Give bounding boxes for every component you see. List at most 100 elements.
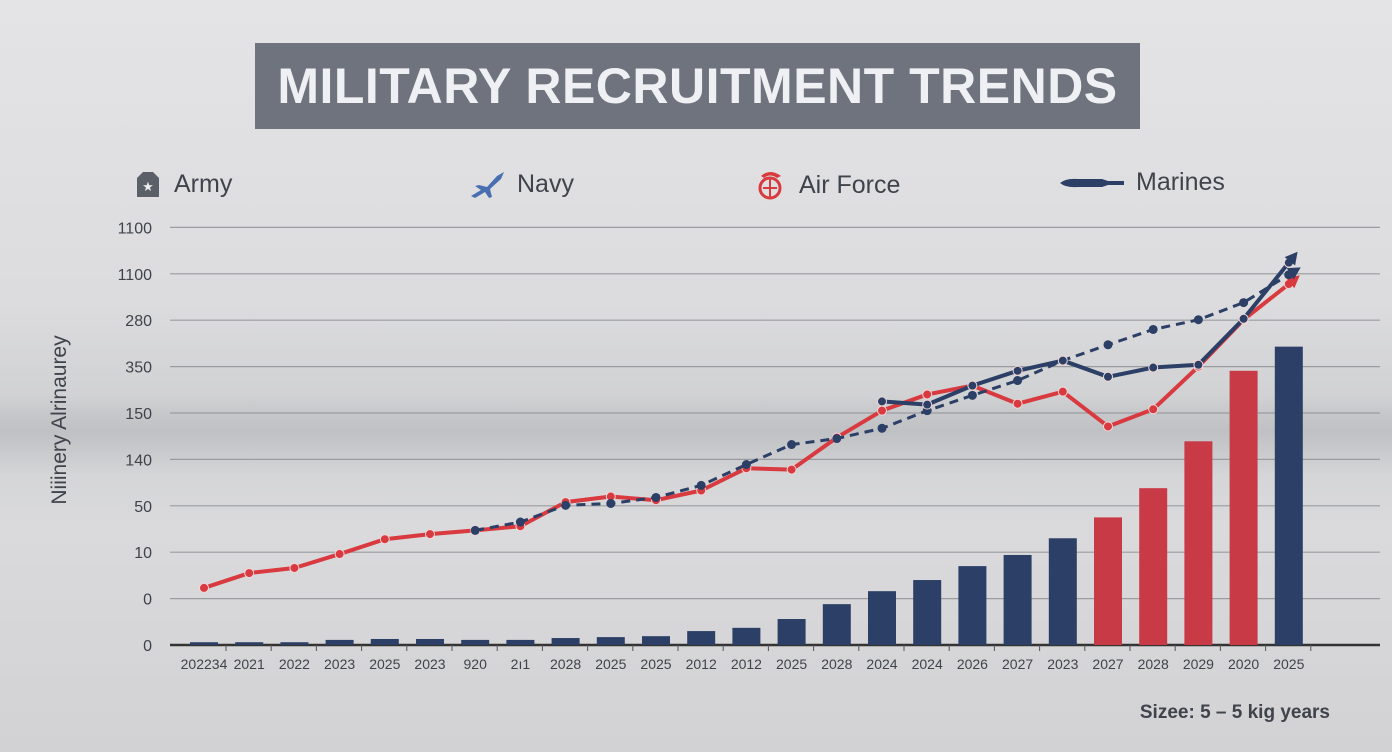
x-tick-label: 2022: [279, 656, 310, 672]
y-tick-label: 150: [125, 406, 152, 423]
data-point: [1148, 324, 1158, 334]
data-point: [832, 434, 842, 444]
data-point: [967, 390, 977, 400]
bar: [642, 636, 670, 645]
bar: [1229, 370, 1258, 645]
bar: [1184, 441, 1213, 645]
legend-label: Air Force: [799, 170, 901, 199]
x-tick-label: 2027: [1092, 656, 1123, 672]
bar: [551, 638, 580, 645]
data-point: [1013, 376, 1023, 386]
x-tick-label: 2024: [912, 656, 943, 672]
data-point: [289, 562, 300, 573]
data-point: [1012, 365, 1023, 376]
army-badge-icon: ★: [137, 172, 159, 197]
data-point: [1103, 371, 1113, 382]
data-point: [1103, 340, 1113, 350]
data-point: [967, 380, 978, 391]
title-banner: MILITARY RECRUITMENT TRENDS: [255, 43, 1140, 129]
legend-item-marines: Marines: [1058, 168, 1225, 197]
data-point: [470, 525, 480, 535]
x-tick-label: 2025: [776, 656, 807, 672]
bar: [913, 580, 942, 645]
x-tick-label: 2012: [731, 656, 762, 672]
data-point: [515, 517, 525, 527]
bar: [370, 638, 399, 645]
y-tick-label: 50: [134, 499, 152, 516]
legend-item-navy: Navy: [467, 168, 574, 200]
bar: [461, 639, 490, 645]
emblem-icon: [758, 172, 782, 200]
bar: [190, 642, 218, 645]
bar: [506, 639, 535, 645]
data-point: [922, 389, 933, 400]
x-tick-label: 2026: [957, 656, 988, 672]
data-point: [199, 582, 209, 593]
x-tick-label: 2021: [234, 656, 265, 672]
bar: [280, 642, 309, 645]
bar: [822, 604, 851, 645]
x-tick-label: 2023: [1047, 656, 1078, 672]
data-point: [696, 480, 706, 490]
bar: [1139, 488, 1168, 645]
bar: [1094, 517, 1122, 645]
bar: [777, 619, 806, 645]
legend-label: Army: [174, 169, 233, 198]
data-point: [1193, 359, 1204, 370]
x-tick-label: 2025: [640, 656, 671, 672]
x-tick-label: 2025: [1273, 656, 1304, 672]
background-airfield-haze: [0, 395, 1392, 475]
data-point: [1239, 298, 1249, 308]
jet-icon: [471, 172, 504, 198]
y-tick-label: 0: [143, 592, 152, 609]
data-point: [1012, 398, 1023, 409]
y-tick-label: 1100: [118, 220, 153, 237]
data-point: [651, 492, 661, 502]
data-point: [786, 464, 797, 475]
data-point: [1193, 315, 1203, 325]
data-point: [379, 534, 390, 545]
data-point: [606, 498, 616, 508]
bar: [1274, 346, 1303, 645]
bar: [596, 637, 625, 645]
bar: [868, 591, 896, 645]
bar: [1003, 554, 1032, 645]
data-point: [425, 529, 435, 540]
y-tick-label: 1100: [118, 267, 153, 284]
svg-text:★: ★: [142, 179, 154, 194]
y-tick-label: 280: [125, 313, 152, 330]
x-tick-label: 2028: [550, 656, 581, 672]
data-point: [1148, 404, 1159, 415]
legend-item-army: ★ Army: [132, 168, 232, 200]
data-point: [1057, 386, 1068, 397]
x-tick-label: 202234: [181, 656, 228, 672]
y-tick-label: 350: [125, 360, 152, 377]
bar: [235, 642, 264, 645]
data-point: [1057, 355, 1068, 366]
bar: [325, 639, 354, 645]
x-tick-label: 920: [464, 656, 488, 672]
data-point: [244, 568, 255, 579]
x-tick-label: 2027: [1002, 656, 1033, 672]
series-line: [881, 261, 1291, 407]
data-point: [561, 500, 571, 510]
x-tick-label: 2024: [866, 656, 897, 672]
bar: [416, 638, 444, 645]
data-point: [877, 396, 887, 407]
y-tick-label: 0: [143, 638, 152, 655]
y-tick-label: 10: [134, 545, 152, 562]
x-tick-label: 2020: [1228, 656, 1259, 672]
x-tick-label: 2025: [595, 656, 626, 672]
x-tick-label: 2023: [324, 656, 355, 672]
x-tick-label: 2028: [1138, 656, 1169, 672]
arrow-head-icon: [1286, 267, 1301, 280]
x-tick-label: 2012: [686, 656, 717, 672]
data-point: [922, 399, 933, 410]
data-point: [877, 405, 887, 416]
x-tick-label: 2025: [369, 656, 400, 672]
bar: [1048, 538, 1077, 645]
data-point: [334, 549, 345, 560]
legend-label: Navy: [517, 169, 574, 198]
series-line: [203, 282, 1291, 590]
